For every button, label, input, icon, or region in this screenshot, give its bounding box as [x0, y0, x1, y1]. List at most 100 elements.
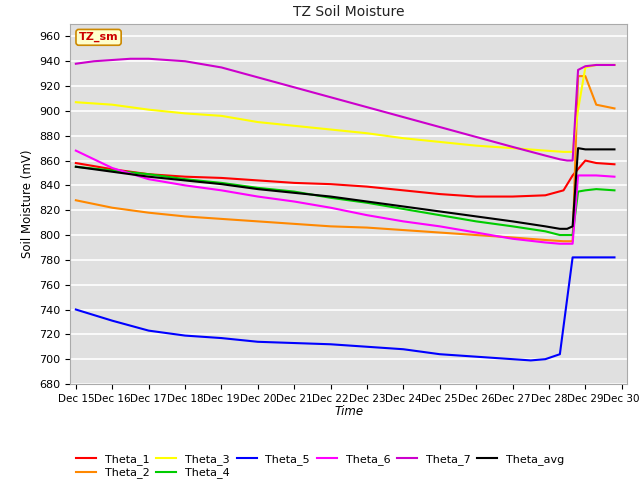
Theta_4: [611, 188, 618, 193]
Theta_3: [218, 113, 225, 119]
Theta_4: [218, 180, 225, 186]
Theta_1: [108, 167, 116, 172]
Theta_4: [472, 218, 480, 224]
Theta_6: [472, 229, 480, 235]
Theta_6: [593, 173, 600, 179]
Theta_1: [399, 188, 407, 193]
Theta_6: [556, 241, 564, 247]
Text: TZ_sm: TZ_sm: [79, 32, 118, 42]
Theta_2: [72, 197, 80, 203]
Theta_6: [181, 182, 189, 188]
Theta_5: [556, 351, 564, 357]
Theta_avg: [218, 181, 225, 187]
Line: Theta_4: Theta_4: [76, 167, 614, 235]
Theta_7: [436, 124, 444, 130]
Title: TZ Soil Moisture: TZ Soil Moisture: [293, 5, 404, 19]
Theta_1: [509, 193, 516, 199]
Theta_5: [254, 339, 262, 345]
Theta_3: [541, 148, 549, 154]
Theta_3: [582, 65, 589, 71]
Theta_1: [541, 192, 549, 198]
Line: Theta_6: Theta_6: [76, 151, 614, 244]
Theta_2: [559, 239, 567, 244]
Theta_2: [611, 106, 618, 111]
Theta_5: [181, 333, 189, 338]
Theta_avg: [574, 145, 582, 151]
Theta_2: [569, 239, 577, 244]
Theta_4: [574, 189, 582, 194]
Theta_avg: [436, 209, 444, 215]
Theta_1: [569, 173, 577, 179]
Theta_7: [72, 61, 80, 67]
Theta_1: [254, 178, 262, 183]
Theta_5: [611, 254, 618, 260]
Theta_7: [582, 63, 589, 69]
Theta_avg: [563, 226, 571, 232]
Theta_5: [327, 341, 335, 347]
Theta_5: [399, 347, 407, 352]
Y-axis label: Soil Moisture (mV): Soil Moisture (mV): [21, 150, 34, 258]
Theta_1: [181, 174, 189, 180]
Theta_1: [218, 175, 225, 181]
Theta_avg: [472, 214, 480, 219]
Line: Theta_5: Theta_5: [76, 257, 614, 360]
Theta_avg: [145, 174, 152, 180]
Theta_7: [541, 153, 549, 158]
Theta_7: [181, 59, 189, 64]
Theta_5: [582, 254, 589, 260]
Theta_7: [327, 95, 335, 100]
Theta_3: [72, 99, 80, 105]
Theta_avg: [72, 164, 80, 169]
Theta_avg: [399, 204, 407, 209]
Theta_6: [569, 241, 577, 247]
Theta_2: [582, 73, 589, 79]
Theta_2: [291, 221, 298, 227]
Theta_7: [563, 157, 571, 163]
Theta_7: [509, 144, 516, 150]
Theta_4: [291, 189, 298, 194]
Theta_6: [399, 218, 407, 224]
Theta_3: [399, 135, 407, 141]
Theta_6: [327, 205, 335, 211]
Theta_3: [569, 149, 577, 155]
Theta_2: [574, 73, 582, 79]
Theta_avg: [108, 169, 116, 175]
Theta_3: [472, 143, 480, 148]
Theta_1: [291, 180, 298, 186]
Theta_7: [593, 62, 600, 68]
Theta_4: [254, 185, 262, 191]
Theta_5: [218, 335, 225, 341]
Theta_4: [327, 195, 335, 201]
Theta_1: [611, 161, 618, 167]
Theta_avg: [291, 190, 298, 196]
Theta_7: [399, 114, 407, 120]
Theta_3: [436, 139, 444, 145]
Theta_6: [291, 199, 298, 204]
Theta_4: [181, 176, 189, 182]
Theta_3: [254, 119, 262, 125]
Theta_5: [569, 254, 577, 260]
Theta_3: [559, 149, 567, 155]
Theta_3: [574, 107, 582, 112]
Theta_6: [363, 212, 371, 218]
Theta_6: [582, 173, 589, 179]
Theta_5: [472, 354, 480, 360]
Theta_4: [569, 232, 577, 238]
Theta_1: [145, 171, 152, 177]
Theta_4: [541, 228, 549, 234]
Theta_4: [556, 232, 564, 238]
Theta_2: [181, 214, 189, 219]
Theta_3: [509, 145, 516, 151]
Theta_4: [399, 206, 407, 212]
Theta_avg: [593, 146, 600, 152]
Theta_5: [541, 356, 549, 362]
Theta_5: [291, 340, 298, 346]
Theta_5: [436, 351, 444, 357]
Theta_7: [574, 67, 582, 73]
Theta_avg: [541, 224, 549, 229]
Theta_6: [611, 174, 618, 180]
Theta_3: [145, 107, 152, 112]
Line: Theta_3: Theta_3: [76, 65, 614, 152]
Theta_6: [436, 224, 444, 229]
Line: Theta_2: Theta_2: [76, 76, 614, 241]
